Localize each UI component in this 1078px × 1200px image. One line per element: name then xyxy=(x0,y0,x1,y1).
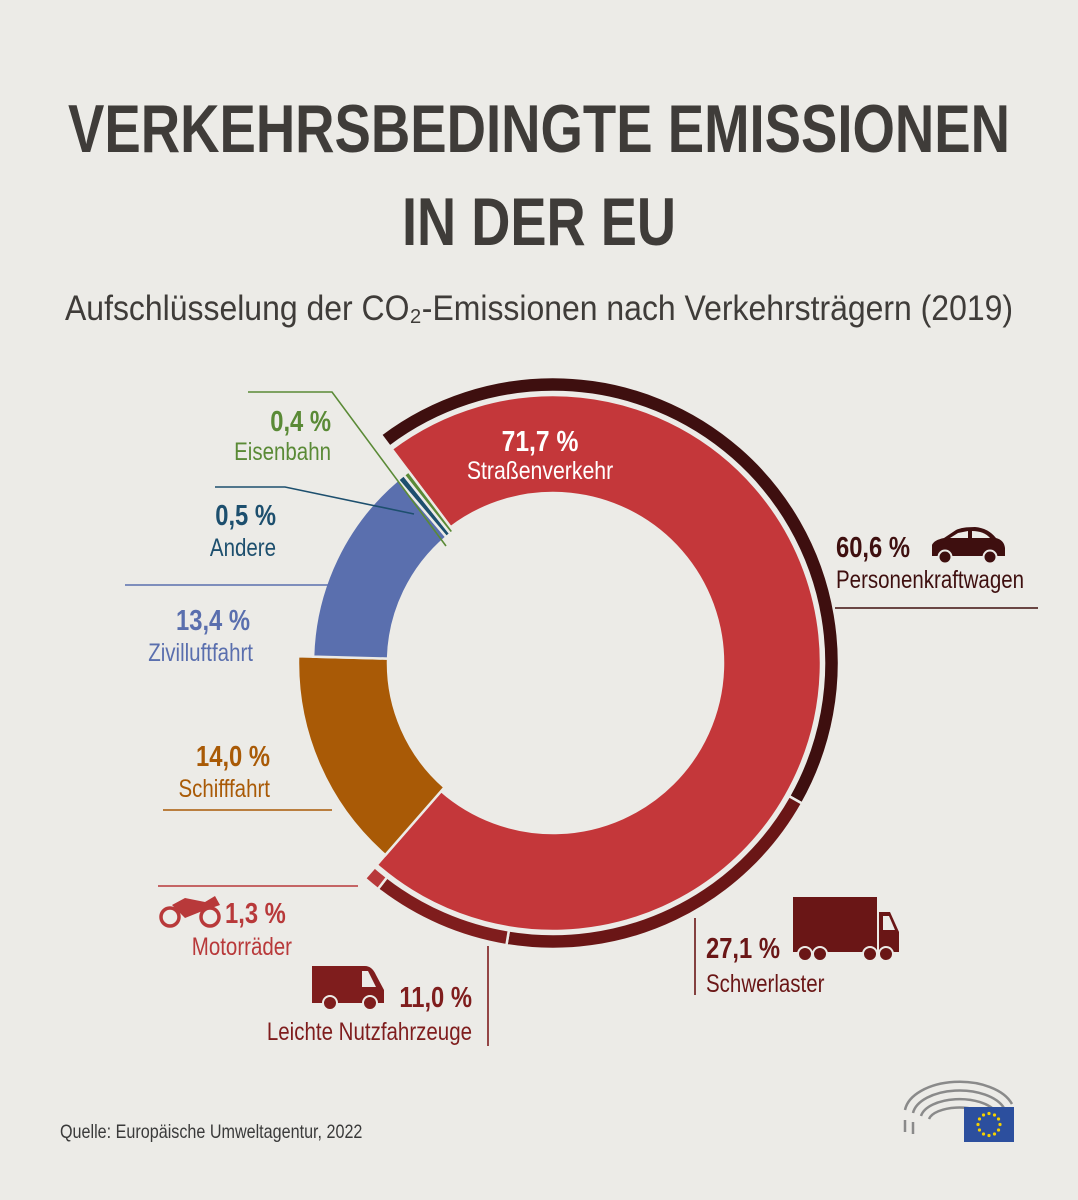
label-pkw: Personenkraftwagen xyxy=(836,565,1024,593)
car-icon xyxy=(932,527,1005,565)
label-schwerlaster-value: 27,1 % xyxy=(706,932,780,965)
label-zivilluftfahrt-value: 13,4 % xyxy=(176,604,250,637)
label-strassenverkehr-value: 71,7 % xyxy=(502,425,579,457)
european-parliament-logo xyxy=(903,1080,1014,1142)
motorcycle-icon xyxy=(159,896,221,928)
label-schifffahrt: Schifffahrt xyxy=(178,774,270,802)
label-schwerlaster: Schwerlaster xyxy=(706,969,825,997)
label-andere: Andere xyxy=(210,533,276,561)
source-note: Quelle: Europäische Umweltagentur, 2022 xyxy=(60,1121,362,1143)
subtitle: Aufschlüsselung der CO₂-Emissionen nach … xyxy=(65,289,1013,328)
label-pkw-value: 60,6 % xyxy=(836,531,910,564)
van-icon xyxy=(312,966,384,1011)
label-nutzfahrzeuge-value: 11,0 % xyxy=(399,981,472,1014)
leader-line-eisenbahn xyxy=(248,391,447,547)
slice-schifffahrt xyxy=(296,654,447,857)
label-andere-value: 0,5 % xyxy=(215,499,276,532)
eu-star-icon xyxy=(976,1122,980,1127)
slice-eisenbahn xyxy=(402,469,456,536)
eu-star-icon xyxy=(977,1128,982,1132)
label-nutzfahrzeuge: Leichte Nutzfahrzeuge xyxy=(267,1017,472,1045)
leader-line-andere xyxy=(215,486,415,515)
label-motorraeder-value: 1,3 % xyxy=(225,897,286,930)
eu-star-icon xyxy=(981,1113,986,1117)
slice-stra-enverkehr xyxy=(374,393,823,933)
eu-star-icon xyxy=(977,1117,982,1121)
label-schifffahrt-value: 14,0 % xyxy=(196,740,270,773)
eu-star-icon xyxy=(992,1113,997,1117)
label-eisenbahn-value: 0,4 % xyxy=(270,405,331,438)
eu-star-icon xyxy=(981,1132,986,1136)
title-line-1: VERKEHRSBEDINGTE EMISSIONEN xyxy=(68,91,1010,167)
eu-star-icon xyxy=(987,1111,991,1116)
eu-star-icon xyxy=(998,1122,1002,1127)
eu-star-icon xyxy=(996,1128,1001,1132)
label-strassenverkehr: Straßenverkehr xyxy=(467,456,614,484)
label-zivilluftfahrt: Zivilluftfahrt xyxy=(148,638,253,666)
donut xyxy=(296,375,841,951)
truck-icon xyxy=(793,897,899,962)
label-motorraeder: Motorräder xyxy=(192,932,293,960)
eu-star-icon xyxy=(992,1132,997,1136)
title-line-2: IN DER EU xyxy=(402,184,676,260)
eu-star-icon xyxy=(996,1117,1001,1121)
outer-slice-motorr-der xyxy=(363,865,389,891)
eu-star-icon xyxy=(987,1133,991,1138)
label-eisenbahn: Eisenbahn xyxy=(234,437,331,465)
